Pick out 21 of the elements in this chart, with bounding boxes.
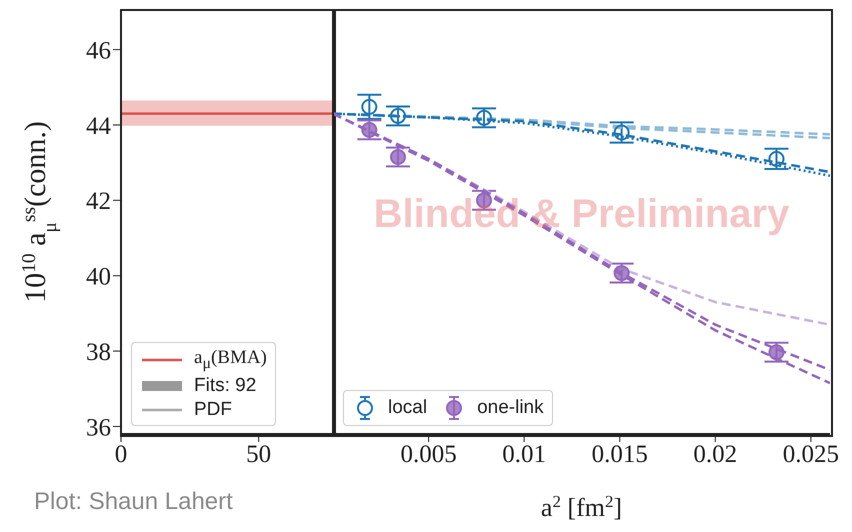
x-axis-title: a$^{2}$ [fm$^{2}$] bbox=[540, 492, 622, 522]
x-tick-label: 0.01 bbox=[502, 440, 546, 468]
text: Plot: Shaun Lahert bbox=[34, 488, 233, 516]
x-tick-label: 0.005 bbox=[400, 440, 457, 468]
legend-label: a$_{μ}$(BMA) bbox=[194, 347, 267, 373]
legend-label: one-link bbox=[477, 397, 544, 419]
x-tick-label: 50 bbox=[246, 440, 272, 468]
y-tick-label: 40 bbox=[86, 264, 111, 291]
legend-label: PDF bbox=[194, 399, 232, 421]
x-tick-label: 0.015 bbox=[592, 440, 648, 468]
legend-label: Fits: 92 bbox=[194, 375, 256, 397]
x-tick-label: 0.02 bbox=[693, 440, 738, 468]
y-tick-label: 36 bbox=[86, 414, 111, 442]
y-tick-label: 42 bbox=[86, 188, 111, 216]
y-tick-label: 46 bbox=[86, 37, 111, 64]
y-tick-label: 44 bbox=[86, 112, 112, 140]
x-tick-label: 0 bbox=[114, 440, 128, 468]
annotation: Blinded & Preliminary bbox=[372, 192, 790, 237]
y-tick-label: 38 bbox=[86, 338, 111, 366]
x-tick-label: 0.025 bbox=[782, 440, 840, 468]
legend-label: local bbox=[388, 397, 428, 419]
